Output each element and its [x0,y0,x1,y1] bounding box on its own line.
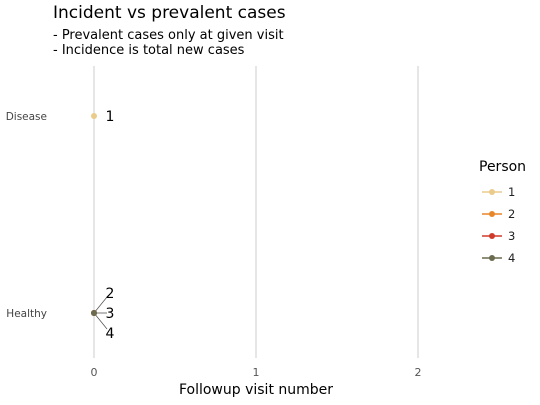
x-axis-title: Followup visit number [179,382,333,398]
x-tick-label-0: 0 [91,366,98,379]
legend-key-1 [482,189,502,195]
legend-label-1: 1 [508,185,516,199]
data-point-person-1 [91,113,97,119]
point-label-1: 1 [106,109,115,125]
y-tick-label-healthy: Healthy [6,308,47,320]
point-label-3: 3 [106,306,115,322]
chart-title: Incident vs prevalent cases [53,3,286,23]
y-tick-label-disease: Disease [6,111,47,123]
legend-item-2: 2 [480,206,540,222]
legend-label-3: 3 [508,229,516,243]
point-label-4: 4 [106,326,115,342]
x-tick-label-2: 2 [415,366,422,379]
label-leader-4 [93,312,108,330]
chart-subtitle-line-1: - Prevalent cases only at given visit [53,28,284,43]
point-label-2: 2 [106,286,115,302]
legend-item-4: 4 [480,250,540,266]
legend-title: Person [479,159,527,175]
legend-label-4: 4 [508,251,516,265]
chart-subtitle-line-2: - Incidence is total new cases [53,43,245,58]
legend-key-4 [482,255,502,261]
legend-item-3: 3 [480,228,540,244]
legend-key-3 [482,233,502,239]
x-tick-label-1: 1 [253,366,260,379]
label-leader-2 [93,296,108,314]
legend-label-2: 2 [508,207,516,221]
legend-item-1: 1 [480,184,540,200]
data-point-person-4 [91,310,97,316]
legend-key-2 [482,211,502,217]
